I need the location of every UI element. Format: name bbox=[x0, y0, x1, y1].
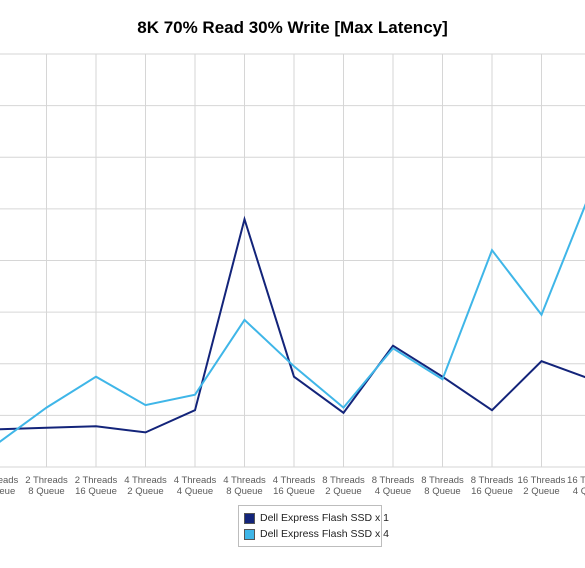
legend-label-series-1: Dell Express Flash SSD x 1 bbox=[260, 512, 389, 525]
x-tick-label: 16 Threads 2 Queue bbox=[518, 475, 566, 497]
series-line-1 bbox=[0, 215, 585, 434]
x-tick-label: 2 Threads 16 Queue bbox=[75, 475, 118, 497]
x-tick-label: 8 Threads 2 Queue bbox=[322, 475, 365, 497]
legend-label-series-2: Dell Express Flash SSD x 4 bbox=[260, 528, 389, 541]
x-tick-label: 4 Threads 16 Queue bbox=[273, 475, 316, 497]
legend-item-series-1: Dell Express Flash SSD x 1 bbox=[244, 512, 389, 526]
gridlines bbox=[0, 53, 585, 468]
x-tick-label: 4 Threads 4 Queue bbox=[174, 475, 217, 497]
chart-title: 8K 70% Read 30% Write [Max Latency] bbox=[137, 18, 448, 37]
x-tick-label: 8 Threads 16 Queue bbox=[471, 475, 514, 497]
x-tick-label: 2 Threads 8 Queue bbox=[25, 475, 68, 497]
series-lines bbox=[0, 203, 585, 443]
x-tick-label: 8 Threads 4 Queue bbox=[372, 475, 415, 497]
x-tick-label: 4 Threads 2 Queue bbox=[124, 475, 167, 497]
legend-swatch-series-2 bbox=[244, 528, 255, 540]
x-tick-label: 4 Threads 8 Queue bbox=[223, 475, 266, 497]
legend-swatch-series-1 bbox=[244, 512, 255, 524]
legend: Dell Express Flash SSD x 1 Dell Express … bbox=[238, 505, 389, 547]
series-line-2 bbox=[0, 203, 585, 443]
x-tick-label: 8 Threads 8 Queue bbox=[421, 475, 464, 497]
legend-item-series-2: Dell Express Flash SSD x 4 bbox=[244, 528, 389, 542]
